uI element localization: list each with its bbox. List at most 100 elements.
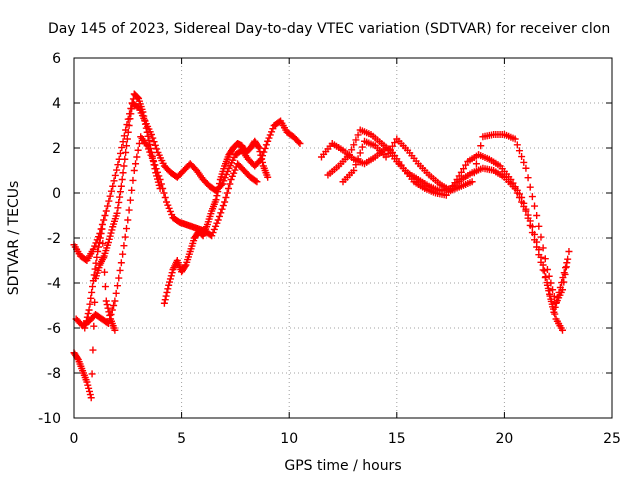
x-axis-title: GPS time / hours [284, 458, 401, 474]
data-point [119, 169, 127, 177]
data-point [356, 149, 364, 157]
data-point [157, 180, 165, 188]
data-point [559, 326, 567, 334]
data-point [261, 144, 269, 152]
data-point [151, 161, 159, 169]
data-point [123, 142, 131, 150]
data-point [110, 302, 118, 309]
data-point [217, 209, 225, 217]
data-point [153, 168, 161, 176]
data-point [265, 134, 273, 142]
x-tick-label: 20 [495, 431, 513, 447]
grid [74, 58, 612, 418]
data-point [255, 144, 263, 152]
y-tick-label: -2 [47, 231, 61, 247]
data-point [125, 206, 133, 214]
data-point [161, 296, 169, 304]
data-point [460, 165, 468, 173]
data-point [140, 112, 148, 120]
data-point [264, 173, 272, 181]
data-point [101, 283, 109, 291]
data-point [386, 146, 394, 154]
data-point [354, 131, 362, 139]
data-point [91, 265, 99, 273]
data-point [114, 161, 122, 169]
data-point [124, 216, 132, 224]
data-point [226, 180, 234, 188]
data-point [535, 222, 543, 230]
data-point [129, 176, 137, 184]
data-point [116, 188, 124, 196]
x-tick-label: 25 [603, 431, 621, 447]
data-point [219, 202, 227, 210]
data-point [513, 141, 521, 149]
data-point [143, 142, 151, 150]
data-point [90, 322, 98, 330]
data-point [104, 239, 112, 246]
data-point [522, 205, 530, 213]
data-point [522, 164, 530, 172]
data-point [212, 196, 220, 204]
data-point [149, 134, 157, 142]
data-point [99, 239, 107, 247]
data-point [148, 154, 156, 162]
data-point [128, 105, 136, 113]
data-point [98, 225, 106, 233]
data-point [212, 222, 220, 230]
data-point [130, 167, 138, 174]
data-point [515, 190, 523, 198]
data-point [264, 137, 272, 145]
data-point [262, 141, 270, 149]
data-point [118, 176, 126, 183]
data-point [533, 238, 541, 246]
data-point [160, 189, 168, 197]
data-point [101, 268, 109, 276]
data-point [97, 230, 105, 237]
data-point [531, 230, 539, 238]
y-tick-label: 2 [52, 141, 61, 157]
data-point [518, 194, 526, 201]
data-point [113, 209, 121, 217]
data-point [91, 242, 99, 250]
data-point [89, 245, 97, 253]
data-point [457, 168, 465, 176]
x-tick-label: 15 [388, 431, 406, 447]
data-point [475, 151, 483, 159]
y-tick-label: -8 [47, 366, 61, 382]
data-point [565, 248, 573, 255]
data-point [156, 176, 164, 183]
data-point [391, 139, 399, 147]
data-point [181, 262, 189, 270]
data-point [90, 271, 98, 279]
data-point [167, 272, 175, 280]
data-point [117, 259, 125, 267]
data-point [106, 232, 114, 240]
data-point [82, 317, 90, 325]
data-point [82, 320, 90, 328]
data-point [153, 145, 161, 153]
data-point [87, 394, 95, 402]
data-point [524, 211, 532, 219]
data-point [541, 255, 549, 263]
data-point [146, 148, 154, 156]
data-point [123, 225, 131, 233]
data-point [472, 160, 480, 168]
data-point [468, 178, 476, 186]
data-point [256, 148, 264, 156]
data-point [266, 131, 274, 139]
data-point [215, 184, 223, 192]
data-point [89, 283, 97, 291]
data-point [83, 378, 91, 386]
chart-title: Day 145 of 2023, Sidereal Day-to-day VTE… [48, 21, 610, 37]
data-point [511, 183, 519, 191]
data-point [83, 313, 91, 321]
data-point [548, 300, 556, 308]
data-point [268, 128, 276, 136]
data-point [210, 225, 218, 233]
data-point [84, 381, 92, 389]
data-point [113, 166, 121, 174]
data-point [164, 201, 172, 209]
data-point [105, 197, 113, 205]
data-point [85, 387, 93, 395]
data-point [257, 151, 265, 159]
